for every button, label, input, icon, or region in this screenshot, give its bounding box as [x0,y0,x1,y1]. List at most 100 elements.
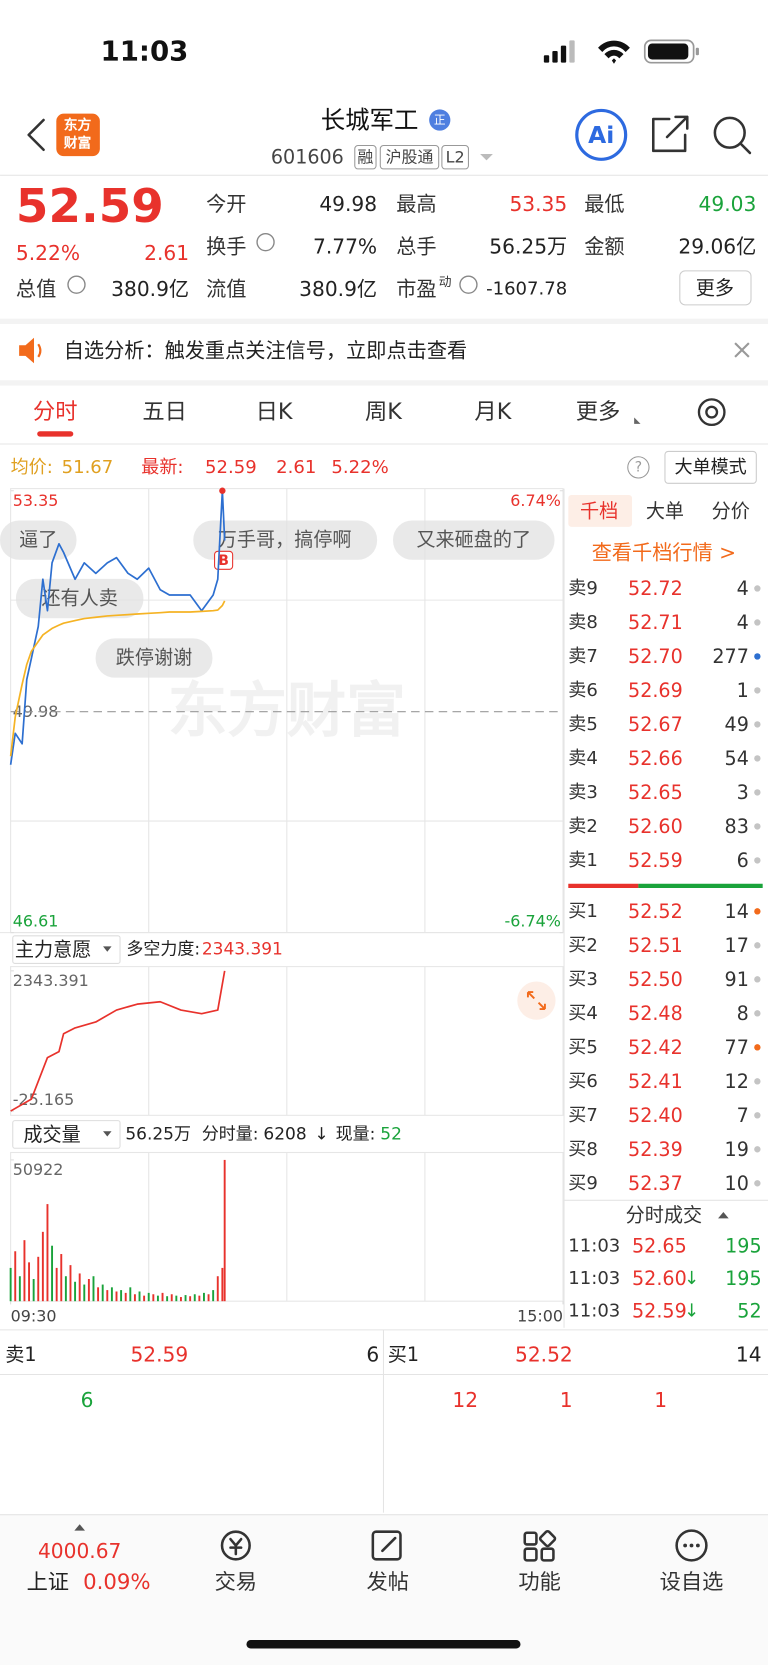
notice-text[interactable]: 自选分析：触发重点关注信号，立即点击查看 [64,339,467,363]
book-price: 52.66 [628,747,683,770]
volume-bar [179,1297,182,1302]
book-tab[interactable]: 千档 [580,499,618,522]
field-value: 380.9亿 [111,277,189,301]
index-value[interactable]: 4000.67 [38,1539,121,1563]
collapse-caret[interactable] [718,1211,729,1219]
book-label: 买2 [568,935,598,956]
volume-bar [124,1292,127,1302]
book-price: 52.42 [628,1036,683,1059]
ai-label[interactable]: Ai [588,121,614,149]
book-label: 买3 [568,969,598,990]
book-price: 52.48 [628,1002,683,1025]
help-circle[interactable] [627,456,650,479]
tab[interactable]: 月K [474,399,512,425]
book-tab[interactable]: 分价 [712,499,750,522]
mode-label[interactable]: 大单模式 [675,457,747,478]
field-label: 金额 [584,234,624,258]
volume-bar [32,1279,35,1302]
book-volume: 8 [737,1002,749,1025]
tab[interactable]: 周K [365,399,403,425]
queue-volume: 6 [366,1342,379,1366]
more-button[interactable] [679,270,752,306]
book-dot [754,687,761,694]
tab[interactable]: 更多 [576,399,621,425]
volume-bar [156,1295,159,1302]
share-button[interactable] [651,115,689,153]
queue-label: 买1 [388,1343,419,1366]
book-price: 52.69 [628,679,683,702]
volume-bar [133,1294,136,1302]
nav-item[interactable]: 功能 [518,1570,560,1595]
nav-item[interactable]: 发帖 [366,1570,408,1595]
close-button[interactable] [734,342,750,358]
volume-bar [9,1267,12,1302]
index-name[interactable]: 上证 [27,1570,69,1595]
book-tab[interactable]: 大单 [646,499,684,522]
volume-bar [78,1273,81,1302]
line-series [10,970,226,1112]
help[interactable]: ? [635,459,642,475]
search-button[interactable] [713,116,752,155]
book-price: 52.50 [628,968,683,991]
tab[interactable]: 五日 [142,399,187,425]
more-label[interactable]: 更多 [696,276,734,299]
trades-title[interactable]: 分时成交 [626,1204,702,1227]
field-value: -1607.78 [486,278,567,299]
index-caret[interactable] [74,1524,85,1531]
index-pct[interactable]: 0.09% [83,1570,150,1595]
queue-order: 1 [654,1388,667,1412]
book-price: 52.40 [628,1104,683,1127]
volume-bar [193,1294,196,1302]
nav-background [0,1514,768,1665]
book-dot [754,1010,761,1017]
volume-bar [101,1284,104,1302]
badge-circle [429,109,451,131]
last-value: 52.59 [205,457,257,478]
nav-item[interactable]: 交易 [215,1570,257,1595]
y-tick-label: 2343.391 [13,971,89,990]
comment-bubbles [0,520,555,678]
back-button[interactable] [27,118,45,152]
book-link[interactable]: 查看千档行情 > [592,540,736,564]
ai-button[interactable] [575,108,628,161]
tab[interactable]: 日K [256,399,294,425]
book-price: 52.39 [628,1138,683,1161]
volume-bar [152,1294,155,1302]
selector-label[interactable]: 成交量 [23,1123,80,1146]
expand-button[interactable] [517,981,556,1020]
y-tick-label: 50922 [13,1160,64,1179]
avg-label: 均价: [11,457,53,478]
mode-button[interactable] [664,450,757,484]
book-dot [754,755,761,762]
field-label: 流值 [206,277,246,301]
volume-bar [60,1254,63,1302]
selector-box[interactable] [12,1120,121,1149]
tab[interactable]: 分时 [33,399,78,425]
queue-price: 52.52 [515,1342,573,1366]
book-volume: 1 [737,679,749,702]
comment: 又来砸盘的了 [416,528,531,551]
book-dot [754,942,761,949]
volume-bar [41,1231,44,1302]
section-gap [0,318,768,324]
field-label: 市盈 [396,277,436,301]
book-dot [754,1180,761,1187]
nav-item[interactable]: 设自选 [660,1570,724,1595]
book-price: 52.59 [628,849,683,872]
volume-bar [143,1295,146,1302]
field-label: 最高 [396,192,436,216]
selector-label[interactable]: 主力意愿 [15,938,91,961]
volume-bar [23,1240,26,1302]
dropdown-caret[interactable] [480,154,493,161]
trade-time: 11:03 [568,1235,620,1256]
field-label: 最低 [584,192,624,216]
selector-caret [103,1131,112,1137]
last-change-pct: 5.22% [331,457,388,478]
change-pct: 5.22% [16,241,80,265]
settings-button[interactable] [697,398,726,427]
book-label: 买4 [568,1003,598,1024]
field-value: 7.77% [313,234,377,258]
book-dot [754,1112,761,1119]
selector-box[interactable] [12,935,121,964]
